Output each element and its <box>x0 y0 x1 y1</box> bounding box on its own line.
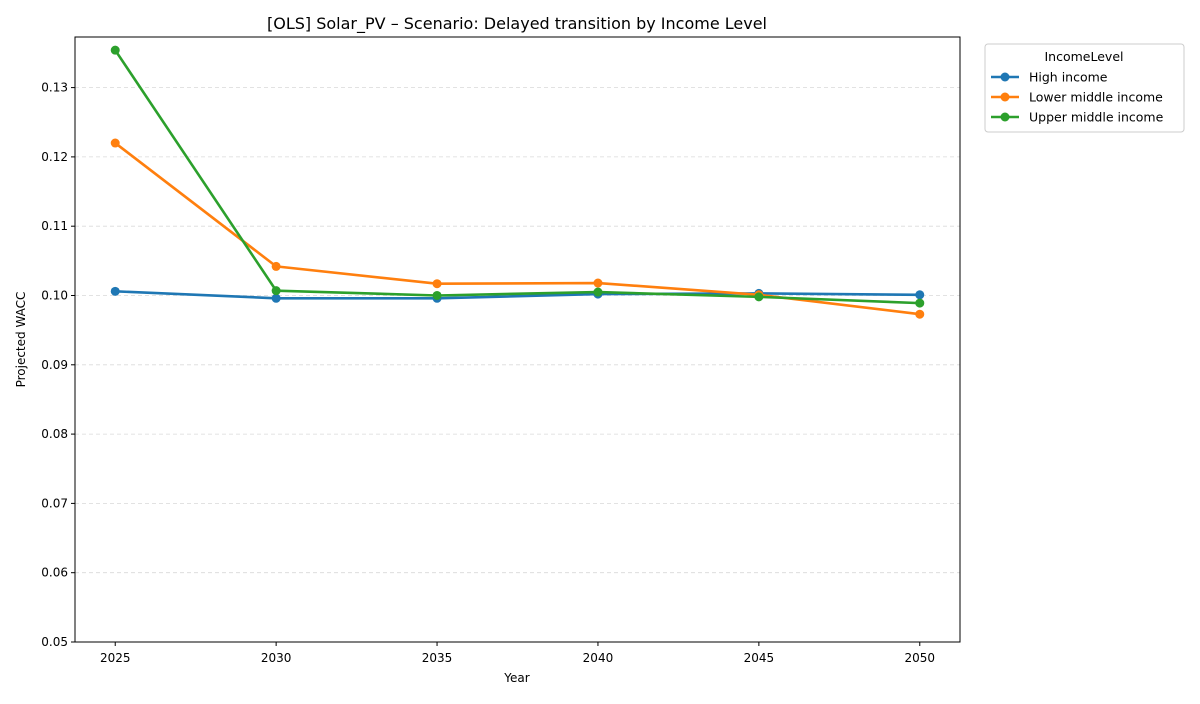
data-point <box>271 293 281 303</box>
data-point <box>432 279 442 289</box>
y-axis: 0.05 0.06 0.07 0.08 0.09 0.10 0.11 0.12 0.13 <box>41 81 75 649</box>
legend-entry-label: Lower middle income <box>1029 90 1163 105</box>
y-tick-label: 0.11 <box>41 219 68 233</box>
data-point <box>271 261 281 271</box>
data-point <box>915 309 925 319</box>
y-tick-label: 0.10 <box>41 288 68 302</box>
data-point <box>915 298 925 308</box>
x-axis: 2025 2030 2035 2040 2045 2050 <box>100 642 935 665</box>
data-point <box>754 292 764 302</box>
x-tick-label: 2030 <box>261 651 292 665</box>
series-line <box>115 290 920 300</box>
y-tick-label: 0.12 <box>41 150 68 164</box>
x-tick-label: 2025 <box>100 651 131 665</box>
data-point <box>110 286 120 296</box>
y-tick-label: 0.05 <box>41 635 68 649</box>
legend-swatch-marker <box>1000 112 1010 122</box>
series-line <box>114 49 920 305</box>
y-tick-label: 0.08 <box>41 427 68 441</box>
legend-swatch-marker <box>1000 92 1010 102</box>
legend-swatch-marker <box>1000 72 1010 82</box>
y-tick-label: 0.13 <box>41 81 68 95</box>
legend-frame <box>984 43 1185 133</box>
series-lines <box>110 45 925 319</box>
y-tick-label: 0.07 <box>41 496 68 510</box>
x-axis-label: Year <box>503 671 529 685</box>
x-tick-label: 2050 <box>904 651 935 665</box>
series-upper-middle-income <box>110 45 925 308</box>
grid <box>75 87 960 574</box>
plot-area-frame <box>74 36 961 643</box>
data-point <box>110 138 120 148</box>
x-tick-label: 2040 <box>583 651 614 665</box>
x-tick-label: 2035 <box>422 651 453 665</box>
data-point <box>110 45 120 55</box>
legend-entry-label: Upper middle income <box>1029 110 1164 125</box>
data-point <box>432 290 442 300</box>
y-tick-label: 0.06 <box>41 566 68 580</box>
legend-entry-label: High income <box>1029 70 1108 85</box>
legend: IncomeLevel High income Lower middle inco… <box>984 43 1185 133</box>
y-axis-label: Projected WACC <box>14 292 28 388</box>
legend-title: IncomeLevel <box>1045 49 1124 64</box>
data-point <box>271 286 281 296</box>
series-lower-middle-income <box>110 138 925 319</box>
x-tick-label: 2045 <box>744 651 775 665</box>
data-point <box>915 290 925 300</box>
data-point <box>593 278 603 288</box>
y-tick-label: 0.09 <box>41 358 68 372</box>
data-point <box>593 287 603 297</box>
chart-title: [OLS] Solar_PV – Scenario: Delayed trans… <box>267 14 767 34</box>
